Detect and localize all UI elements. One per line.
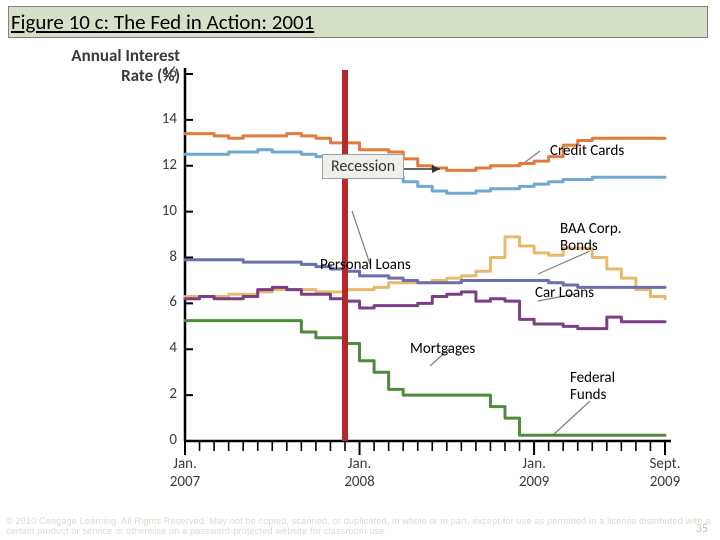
y-tick-label: 8: [147, 248, 177, 266]
series-label-federal-funds: FederalFunds: [570, 370, 615, 403]
series-label-baa-corp-bonds: BAA Corp.Bonds: [560, 221, 622, 254]
y-tick-label: 12: [147, 156, 177, 174]
series-label-personal-loans: Personal Loans: [320, 256, 411, 274]
y-tick-label: 0: [147, 431, 177, 449]
page-number: 35: [696, 522, 708, 536]
series-label-mortgages: Mortgages: [410, 340, 475, 358]
copyright-text: © 2010 Cengage Learning. All Rights Rese…: [6, 516, 720, 536]
y-tick-label: 10: [147, 202, 177, 220]
y-tick-label: 16: [147, 64, 177, 82]
x-tick-label: Sept.2009: [635, 455, 695, 491]
slide: Figure 10 c: The Fed in Action: 2001 Ann…: [0, 0, 720, 540]
series-label-credit-cards: Credit Cards: [550, 142, 624, 160]
y-tick-label: 14: [147, 110, 177, 128]
x-tick-label: Jan.2007: [155, 455, 215, 491]
chart-area: Annual Interest Rate (%) 0246810121416 J…: [30, 46, 690, 496]
y-tick-label: 4: [147, 339, 177, 357]
recession-label: Recession: [322, 154, 404, 179]
series-label-car-loans: Car Loans: [535, 284, 594, 302]
y-tick-label: 6: [147, 293, 177, 311]
y-tick-label: 2: [147, 385, 177, 403]
figure-title-bar: Figure 10 c: The Fed in Action: 2001: [8, 6, 708, 38]
figure-title: Figure 10 c: The Fed in Action: 2001: [11, 9, 314, 35]
x-tick-label: Jan.2009: [504, 455, 564, 491]
x-tick-label: Jan.2008: [330, 455, 390, 491]
